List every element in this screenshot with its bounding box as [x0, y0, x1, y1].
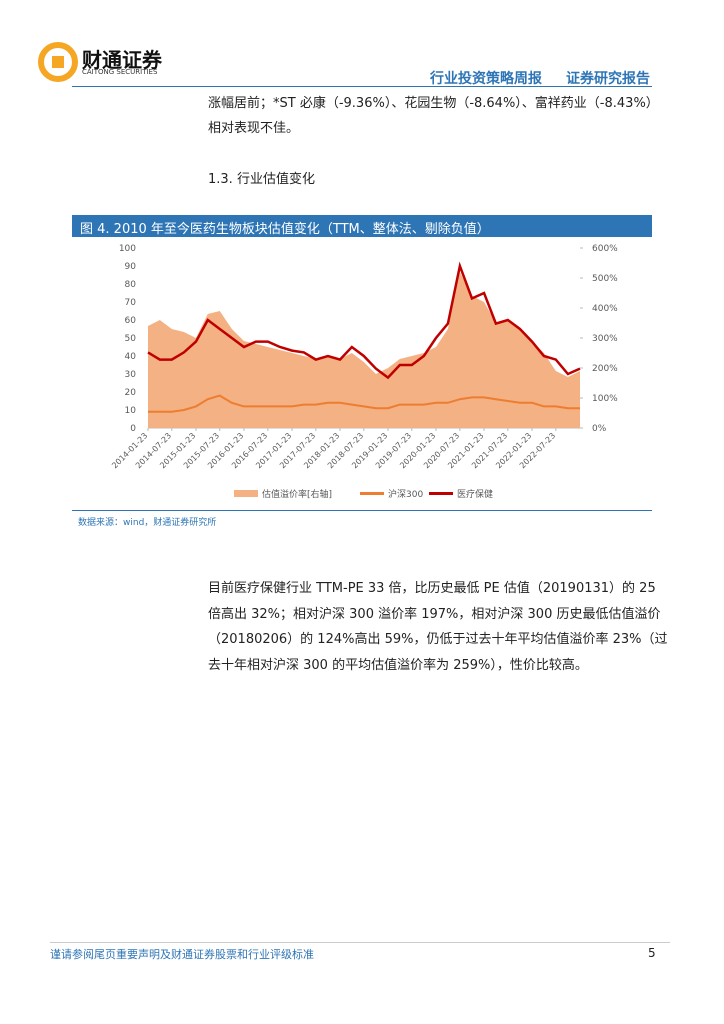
line: [147, 261, 581, 380]
logo-icon: [38, 42, 78, 82]
area: [148, 272, 580, 428]
line: [148, 394, 580, 413]
header-rule: [72, 86, 652, 87]
y-tick-label: 100: [119, 244, 136, 254]
y-tick-label: 60: [125, 316, 137, 326]
section-title: 1.3. 行业估值变化: [208, 172, 315, 187]
y-tick-label: 0: [130, 424, 136, 434]
y-tick-label: 90: [125, 262, 137, 272]
legend-label: 沪深300: [388, 488, 423, 500]
y2-tick-label: 500%: [592, 274, 618, 284]
y2-tick-label: 300%: [592, 334, 618, 344]
legend-label: 估值溢价率[右轴]: [262, 488, 332, 500]
chart: 0 10 20 30 40 50 60 70 80 90 100 0% 100% 200% 300% 400%…: [110, 244, 618, 500]
y-tick-label: 80: [125, 280, 137, 290]
intro-line: 相对表现不佳。: [208, 121, 300, 136]
y2-tick-label: 600%: [592, 244, 618, 254]
figure-source: 数据来源：wind，财通证券研究所: [78, 518, 217, 528]
report-type: 行业投资策略周报: [430, 71, 542, 87]
y2-tick-label: 100%: [592, 394, 618, 404]
body-line: （20180206）的 124%高出 59%，仍低于过去十年平均估值溢价率 23…: [208, 632, 668, 647]
y2-tick-label: 0%: [592, 424, 607, 434]
body-line: 目前医疗保健行业 TTM-PE 33 倍，比历史最低 PE 估值（2019013…: [208, 581, 656, 596]
logo-en: CAITONG SECURITIES: [82, 68, 158, 76]
y-tick-label: 20: [125, 388, 137, 398]
report-kind: 证券研究报告: [566, 71, 650, 87]
body-line: 去十年相对沪深 300 的平均估值溢价率为 259%），性价比较高。: [208, 658, 588, 673]
body-line: 倍高出 32%；相对沪深 300 溢价率 197%，相对沪深 300 历史最低估…: [208, 607, 661, 622]
figure-caption: 图 4. 2010 年至今医药生物板块估值变化（TTM、整体法、剔除负值）: [80, 222, 490, 237]
footer-disclaimer: 谨请参阅尾页重要声明及财通证券股票和行业评级标准: [50, 948, 314, 961]
intro-line: 涨幅居前；*ST 必康（-9.36%）、花园生物（-8.64%）、富祥药业（-8…: [208, 96, 659, 111]
y-tick-label: 50: [125, 334, 137, 344]
legend-label: 医疗保健: [457, 488, 493, 500]
y2-tick-label: 200%: [592, 364, 618, 374]
y-tick-label: 40: [125, 352, 137, 362]
figure-rule: [72, 510, 652, 511]
page-number: 5: [648, 946, 656, 960]
y-tick-label: 10: [125, 406, 137, 416]
y2-tick-label: 400%: [592, 304, 618, 314]
y-tick-label: 70: [125, 298, 137, 308]
logo-cn: 财通证券: [82, 48, 162, 72]
y-tick-label: 30: [125, 370, 137, 380]
footer-rule: [50, 942, 670, 943]
legend-swatch: [234, 490, 258, 497]
caption-bar: [72, 215, 652, 237]
